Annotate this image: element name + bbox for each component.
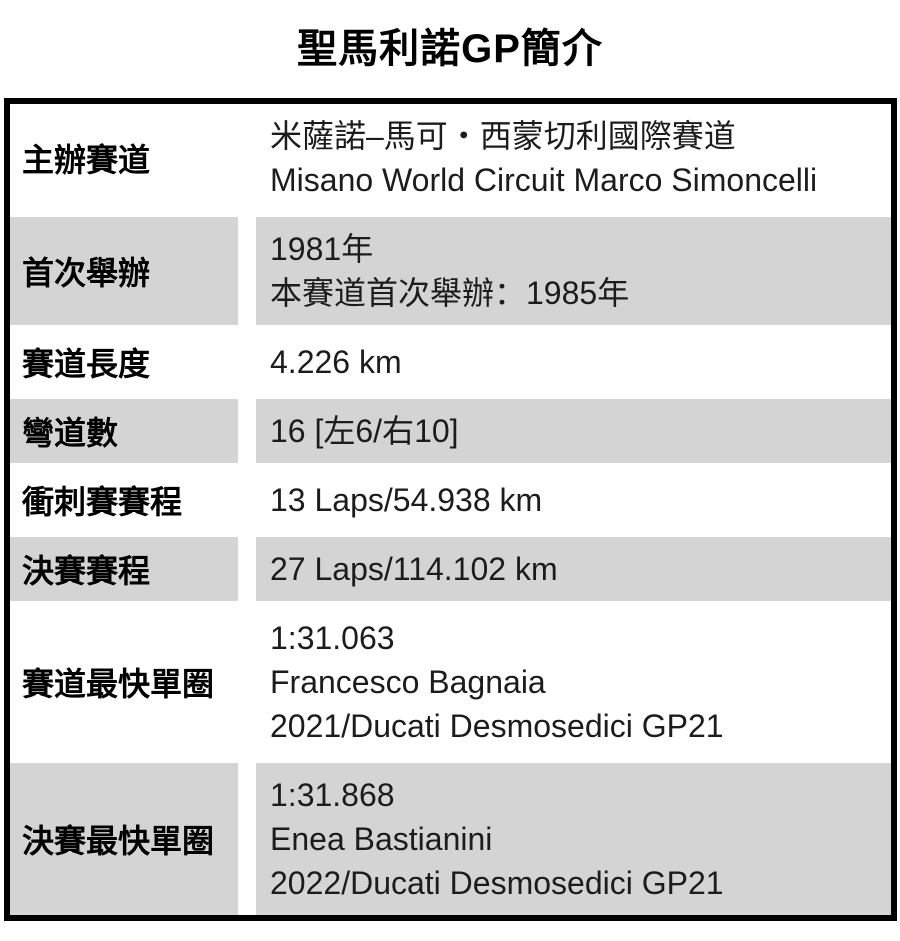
row-label: 賽道長度 bbox=[22, 346, 151, 382]
table-row-fastest-lap-circuit: 賽道最快單圈 1:31.063 Francesco Bagnaia 2021/D… bbox=[10, 606, 891, 758]
table-row-host-circuit: 主辦賽道 米薩諾–馬可・西蒙切利國際賽道 Misano World Circui… bbox=[10, 104, 891, 212]
value-line: 2022/Ducati Desmosedici GP21 bbox=[270, 865, 724, 901]
value-line: 米薩諾–馬可・西蒙切利國際賽道 bbox=[270, 118, 736, 154]
row-value: 1:31.063 Francesco Bagnaia 2021/Ducati D… bbox=[256, 606, 891, 758]
row-label: 主辦賽道 bbox=[22, 142, 151, 178]
page-title: 聖馬利諾GP簡介 bbox=[297, 27, 603, 71]
row-value: 13 Laps/54.938 km bbox=[256, 468, 891, 532]
table-row-track-length: 賽道長度 4.226 km bbox=[10, 330, 891, 394]
row-value: 米薩諾–馬可・西蒙切利國際賽道 Misano World Circuit Mar… bbox=[256, 104, 891, 212]
table-row-race-distance: 決賽賽程 27 Laps/114.102 km bbox=[10, 537, 891, 601]
row-label: 彎道數 bbox=[10, 399, 238, 463]
value-line: 16 [左6/右10] bbox=[270, 413, 459, 449]
row-value: 4.226 km bbox=[256, 330, 891, 394]
row-value: 16 [左6/右10] bbox=[256, 399, 891, 463]
value-line: 本賽道首次舉辦：1985年 bbox=[270, 275, 630, 311]
gp-info-table: 主辦賽道 米薩諾–馬可・西蒙切利國際賽道 Misano World Circui… bbox=[4, 98, 897, 921]
row-label: 決賽最快單圈 bbox=[10, 763, 238, 915]
row-label: 決賽賽程 bbox=[10, 537, 238, 601]
value-line: 2021/Ducati Desmosedici GP21 bbox=[270, 708, 724, 744]
row-value: 27 Laps/114.102 km bbox=[256, 537, 891, 601]
table-row-corners: 彎道數 16 [左6/右10] bbox=[10, 399, 891, 463]
row-value: 1981年 本賽道首次舉辦：1985年 bbox=[256, 217, 891, 325]
value-line: 1:31.063 bbox=[270, 620, 395, 656]
value-line: Enea Bastianini bbox=[270, 821, 493, 857]
value-line: 1:31.868 bbox=[270, 777, 395, 813]
value-line: Misano World Circuit Marco Simoncelli bbox=[270, 162, 818, 198]
value-line: 1981年 bbox=[270, 231, 374, 267]
value-line: Francesco Bagnaia bbox=[270, 664, 546, 700]
value-line: 27 Laps/114.102 km bbox=[270, 551, 558, 587]
value-line: 4.226 km bbox=[270, 344, 402, 380]
row-label: 賽道最快單圈 bbox=[22, 666, 215, 702]
row-label: 首次舉辦 bbox=[10, 217, 238, 325]
row-label: 衝刺賽賽程 bbox=[22, 484, 183, 520]
table-row-first-held: 首次舉辦 1981年 本賽道首次舉辦：1985年 bbox=[10, 217, 891, 325]
value-line: 13 Laps/54.938 km bbox=[270, 482, 543, 518]
row-value: 1:31.868 Enea Bastianini 2022/Ducati Des… bbox=[256, 763, 891, 915]
table-row-sprint-distance: 衝刺賽賽程 13 Laps/54.938 km bbox=[10, 468, 891, 532]
table-row-fastest-lap-race: 決賽最快單圈 1:31.868 Enea Bastianini 2022/Duc… bbox=[10, 763, 891, 915]
